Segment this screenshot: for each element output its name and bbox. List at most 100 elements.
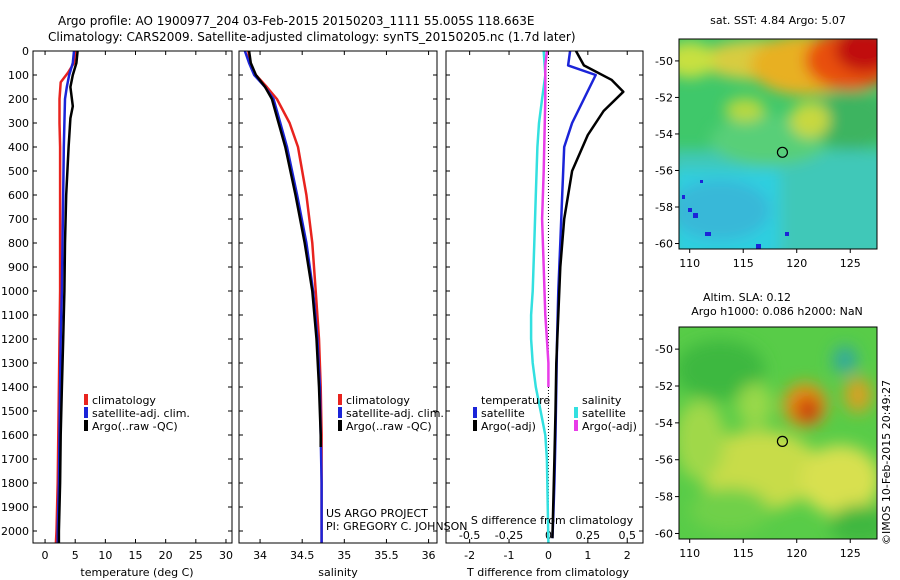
difference-panel: -2 -1 0 1 2-0.5 -0.25 0 0.25 0.5 S difference fr… <box>445 50 644 579</box>
y-tick-label: -52 <box>655 380 673 393</box>
y-tick-label: -58 <box>655 491 673 504</box>
y-tick-label: 1500 <box>1 405 29 418</box>
y-tick-label: -50 <box>655 343 673 356</box>
y-tick-label: 1800 <box>1 477 29 490</box>
temperature-plot-frame <box>32 50 233 544</box>
x-tick-label: 120 <box>786 547 807 560</box>
figure-title-line1: Argo profile: AO 1900977_204 03-Feb-2015… <box>58 14 534 28</box>
y-tick-label: 1600 <box>1 429 29 442</box>
x-tick-label: 15 <box>129 549 143 562</box>
pi-credit: PI: GREGORY C. JOHNSON <box>326 520 467 533</box>
x-tick-label: 25 <box>189 549 203 562</box>
x-tick-label: 0 <box>42 549 49 562</box>
x-tick-label: 115 <box>733 547 754 560</box>
salinity-x-label: salinity <box>318 566 358 579</box>
imos-timestamp: ©IMOS 10-Feb-2015 20:49:27 <box>880 380 893 545</box>
salinity-legend: climatology satellite-adj. clim. Argo(..… <box>338 394 444 433</box>
legend-label-argo: Argo(..raw -QC) <box>346 420 432 433</box>
legend-swatch-climatology <box>338 394 342 405</box>
y-tick-label: 600 <box>8 189 29 202</box>
y-tick-label: 400 <box>8 141 29 154</box>
legend-swatch-argo <box>338 420 342 431</box>
temperature-profiles <box>54 51 79 543</box>
legend-swatch-s-satellite <box>574 407 578 418</box>
legend-swatch-climatology <box>84 394 88 405</box>
x-top-tick-label: 0.25 <box>576 529 601 542</box>
x-tick-label: 30 <box>219 549 233 562</box>
x-tick-label: 120 <box>786 257 807 270</box>
sla-map-subtitle: Argo h1000: 0.086 h2000: NaN <box>691 305 863 318</box>
t-difference-x-label: T difference from climatology <box>466 566 629 579</box>
x-tick-label: 20 <box>159 549 173 562</box>
y-tick-label: 500 <box>8 165 29 178</box>
legend-label-satellite: satellite-adj. clim. <box>346 407 444 420</box>
difference-legend: temperature salinity satellite Argo(-adj… <box>473 394 637 433</box>
legend-swatch-t-satellite <box>473 407 477 418</box>
difference-profiles <box>529 51 625 543</box>
temperature-legend: climatology satellite-adj. clim. Argo(..… <box>84 394 190 433</box>
series-line-argo-adj <box>551 51 625 539</box>
x-tick-label: 35.5 <box>374 549 399 562</box>
project-credit: US ARGO PROJECT <box>326 507 428 520</box>
series-line-argo-adj-salinity <box>540 51 550 387</box>
y-tick-label: 1700 <box>1 453 29 466</box>
salinity-profiles <box>243 51 323 543</box>
y-tick-label: 1400 <box>1 381 29 394</box>
y-tick-label: 300 <box>8 117 29 130</box>
series-line-argo-raw-qc <box>247 51 322 447</box>
x-tick-label: 110 <box>679 547 700 560</box>
series-line-satellite-adj-clim <box>243 51 323 543</box>
legend-swatch-t-argo <box>473 420 477 431</box>
legend-swatch-argo <box>84 420 88 431</box>
y-tick-label: 200 <box>8 93 29 106</box>
x-tick-label: 125 <box>840 547 861 560</box>
sla-map-title: Altim. SLA: 0.12 <box>703 291 791 304</box>
y-tick-label: -56 <box>655 454 673 467</box>
x-tick-label: 10 <box>98 549 112 562</box>
salinity-panel: 34 34.5 35 35.5 36 salinity climatology sate… <box>238 50 467 579</box>
sla-map-panel: Altim. SLA: 0.12 Argo h1000: 0.086 h2000… <box>655 291 878 560</box>
legend-swatch-satellite <box>84 407 88 418</box>
x-tick-label: 115 <box>733 257 754 270</box>
y-tick-label: -56 <box>655 164 673 177</box>
salinity-axis-ticks: 34 34.5 35 35.5 36 <box>239 50 437 562</box>
legend-label-s-satellite: satellite <box>582 407 626 420</box>
legend-title-salinity: salinity <box>582 394 622 407</box>
x-top-tick-label: 0.5 <box>618 529 636 542</box>
series-line-satellite-salinity <box>529 51 550 543</box>
legend-swatch-satellite <box>338 407 342 418</box>
sst-map-frame <box>678 38 878 250</box>
legend-label-t-satellite: satellite <box>481 407 525 420</box>
x-tick-label: 125 <box>840 257 861 270</box>
salinity-plot-frame <box>238 50 438 544</box>
legend-label-climatology: climatology <box>92 394 156 407</box>
sst-map-axis-ticks: 110 115 120 125 -50 -52 -54 -56 -58 -60 <box>655 55 861 270</box>
x-tick-label: -2 <box>464 549 475 562</box>
sla-map-frame <box>678 326 878 540</box>
sla-map-axis-ticks: 110 115 120 125 -50 -52 -54 -56 -58 -60 <box>655 343 861 560</box>
y-tick-label: 0 <box>22 45 29 58</box>
argo-location-marker <box>776 146 789 158</box>
y-tick-label: 1000 <box>1 285 29 298</box>
difference-axis-ticks: -2 -1 0 1 2-0.5 -0.25 0 0.25 0.5 <box>446 50 643 562</box>
sla-map-image <box>679 327 877 539</box>
x-tick-label: 35 <box>337 549 351 562</box>
legend-label-climatology: climatology <box>346 394 410 407</box>
argo-location-marker <box>776 435 789 447</box>
x-tick-label: 36 <box>422 549 436 562</box>
x-tick-label: 1 <box>584 549 591 562</box>
y-tick-label: 800 <box>8 237 29 250</box>
legend-label-s-argo: Argo(-adj) <box>582 420 637 433</box>
y-tick-label: -60 <box>655 527 673 540</box>
x-tick-label: 5 <box>72 549 79 562</box>
sst-map-image <box>679 39 877 249</box>
legend-label-t-argo: Argo(-adj) <box>481 420 536 433</box>
y-tick-label: -50 <box>655 55 673 68</box>
legend-label-satellite: satellite-adj. clim. <box>92 407 190 420</box>
y-tick-label: 1100 <box>1 309 29 322</box>
series-line-climatology <box>247 51 323 543</box>
y-tick-label: -52 <box>655 91 673 104</box>
y-tick-label: 1900 <box>1 501 29 514</box>
temperature-axis-ticks: 0100200300400500600700800900100011001200… <box>1 45 233 562</box>
y-tick-label: 900 <box>8 261 29 274</box>
